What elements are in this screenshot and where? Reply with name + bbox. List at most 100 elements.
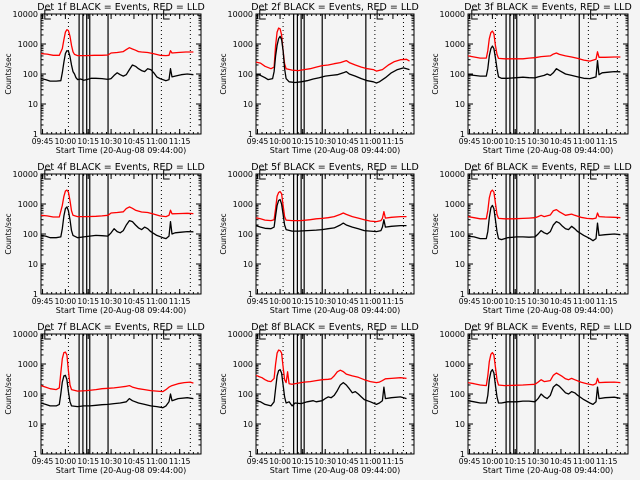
panel-det-2f: Det 2f BLACK = Events, RED = LLD 1 10 100 10… [219, 2, 419, 155]
x-tick-label: 11:15 [596, 457, 618, 466]
x-tick-label: 09:45 [459, 137, 481, 146]
y-tick-label: 1 [460, 290, 465, 299]
y-tick-label: 10000 [228, 10, 253, 19]
panel-det-4f: Det 4f BLACK = Events, RED = LLD 1 10 100 10… [4, 162, 205, 315]
y-tick-label: 100 [450, 230, 465, 239]
interval-bracket [376, 329, 384, 340]
series-line-events [40, 206, 194, 240]
x-tick-label: 10:30 [100, 137, 122, 146]
x-tick-label: 11:15 [382, 457, 404, 466]
x-tick-label: 10:00 [55, 457, 77, 466]
interval-bracket [259, 329, 266, 340]
y-tick-label: 10 [455, 100, 465, 109]
x-tick-label: 10:30 [314, 457, 336, 466]
x-tick-label: 11:15 [169, 457, 191, 466]
series-line-events [40, 374, 194, 409]
panel-det-3f: Det 3f BLACK = Events, RED = LLD 1 10 100 10… [431, 2, 632, 155]
x-tick-label: 10:30 [527, 137, 549, 146]
x-tick-label: 10:00 [55, 297, 77, 306]
x-axis-label: Start Time (20-Aug-08 09:44:00) [483, 306, 614, 315]
interval-bracket [590, 329, 597, 340]
y-axis-label: Counts/sec [431, 373, 440, 414]
x-tick-label: 09:45 [247, 297, 269, 306]
series-line-events [255, 368, 407, 407]
x-tick-label: 11:15 [596, 137, 618, 146]
interval-bracket [471, 9, 478, 20]
x-axis-label: Start Time (20-Aug-08 09:44:00) [483, 146, 614, 155]
interval-bracket [259, 169, 266, 180]
x-tick-label: 11:15 [596, 297, 618, 306]
y-axis-label: Counts/sec [219, 213, 228, 254]
interval-bracket [163, 329, 170, 340]
panel-det-9f: Det 9f BLACK = Events, RED = LLD 1 10 100 10… [431, 322, 632, 475]
interval-bracket [376, 169, 384, 180]
y-tick-label: 100 [238, 70, 253, 79]
x-tick-label: 10:15 [292, 297, 314, 306]
y-tick-label: 10000 [13, 10, 38, 19]
x-tick-label: 09:45 [32, 137, 54, 146]
x-axis-label: Start Time (20-Aug-08 09:44:00) [56, 306, 187, 315]
panel-title: Det 6f BLACK = Events, RED = LLD [464, 162, 632, 173]
x-axis-label: Start Time (20-Aug-08 09:44:00) [270, 306, 401, 315]
x-tick-label: 09:45 [459, 297, 481, 306]
series-line-events [40, 50, 194, 82]
x-tick-label: 09:45 [459, 457, 481, 466]
x-tick-label: 10:45 [550, 457, 572, 466]
series-line-lld [40, 351, 194, 393]
interval-bracket [44, 9, 51, 20]
x-tick-label: 10:15 [504, 297, 526, 306]
y-axis-label: Counts/sec [219, 373, 228, 414]
x-tick-label: 11:15 [169, 297, 191, 306]
panel-det-5f: Det 5f BLACK = Events, RED = LLD 1 10 100 10… [219, 162, 419, 315]
x-tick-label: 10:45 [123, 137, 145, 146]
y-tick-label: 10 [28, 100, 38, 109]
y-tick-label: 1000 [445, 40, 465, 49]
interval-bracket [44, 329, 51, 340]
x-tick-label: 11:15 [382, 137, 404, 146]
panel-det-7f: Det 7f BLACK = Events, RED = LLD 1 10 100 10… [4, 322, 205, 475]
panel-det-6f: Det 6f BLACK = Events, RED = LLD 1 10 100 10… [431, 162, 632, 315]
x-tick-label: 10:45 [123, 297, 145, 306]
panel-title: Det 4f BLACK = Events, RED = LLD [37, 162, 205, 173]
x-tick-label: 11:15 [169, 137, 191, 146]
y-tick-label: 10 [28, 420, 38, 429]
x-tick-label: 10:15 [77, 297, 99, 306]
x-axis-label: Start Time (20-Aug-08 09:44:00) [56, 146, 187, 155]
x-tick-label: 10:15 [77, 457, 99, 466]
y-tick-label: 1000 [18, 200, 38, 209]
interval-bracket [471, 329, 478, 340]
y-tick-label: 10 [455, 420, 465, 429]
x-tick-label: 09:45 [32, 457, 54, 466]
x-tick-label: 09:45 [247, 457, 269, 466]
y-tick-label: 10000 [13, 330, 38, 339]
y-tick-label: 10000 [13, 170, 38, 179]
panel-title: Det 9f BLACK = Events, RED = LLD [464, 322, 632, 333]
x-axis-label: Start Time (20-Aug-08 09:44:00) [270, 146, 401, 155]
series-line-lld [255, 27, 410, 72]
series-line-events [255, 198, 407, 233]
x-tick-label: 10:45 [337, 297, 359, 306]
interval-bracket [590, 169, 597, 180]
x-tick-label: 10:15 [292, 457, 314, 466]
y-tick-label: 1000 [233, 360, 253, 369]
y-tick-label: 10000 [228, 330, 253, 339]
x-tick-label: 11:00 [573, 457, 595, 466]
series-line-lld [467, 351, 621, 387]
y-tick-label: 100 [238, 230, 253, 239]
x-tick-label: 10:15 [504, 137, 526, 146]
interval-bracket [163, 9, 170, 20]
y-tick-label: 1 [33, 290, 38, 299]
x-tick-label: 10:30 [100, 457, 122, 466]
y-tick-label: 1000 [233, 40, 253, 49]
panel-det-1f: Det 1f BLACK = Events, RED = LLD 1 10 100 10… [4, 2, 205, 155]
panel-title: Det 2f BLACK = Events, RED = LLD [251, 2, 419, 13]
x-tick-label: 10:00 [269, 297, 291, 306]
y-tick-label: 10 [455, 260, 465, 269]
x-tick-label: 10:45 [550, 297, 572, 306]
x-axis-label: Start Time (20-Aug-08 09:44:00) [270, 466, 401, 475]
y-tick-label: 1 [33, 130, 38, 139]
x-tick-label: 10:15 [504, 457, 526, 466]
y-tick-label: 10 [28, 260, 38, 269]
x-tick-label: 11:00 [146, 297, 168, 306]
